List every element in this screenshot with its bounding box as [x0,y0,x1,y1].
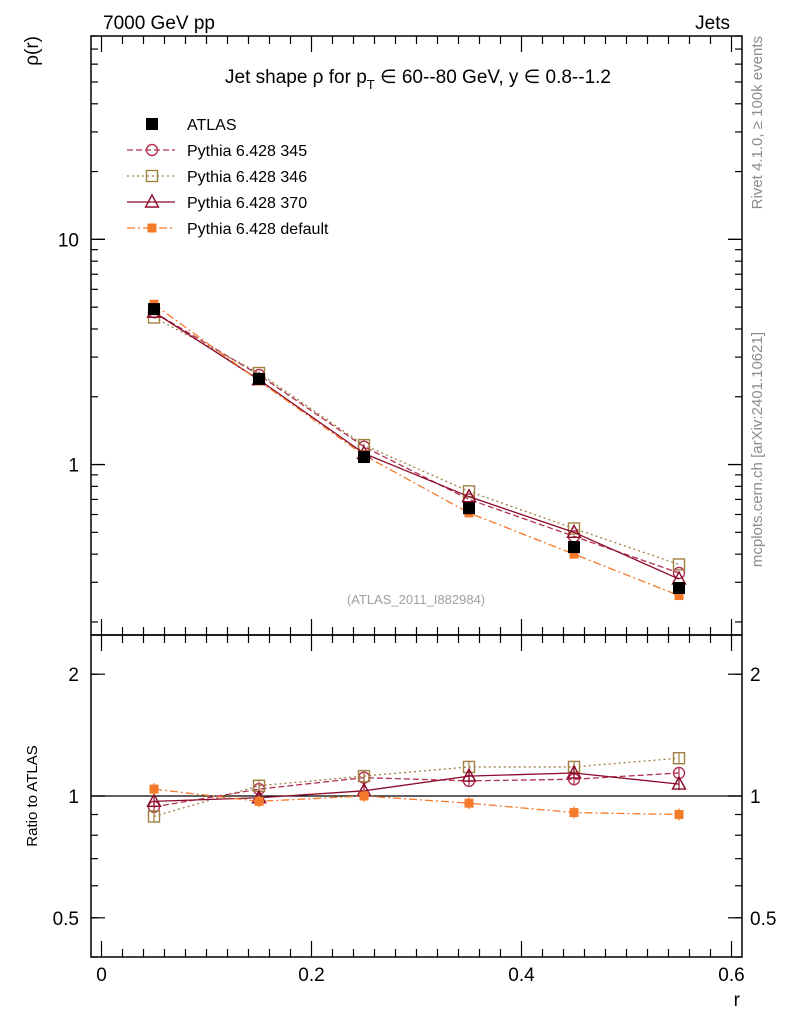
data-point-filled-square [463,502,475,515]
data-point-open-triangle [144,193,160,208]
data-point-open-triangle [146,792,162,808]
x-tick-label: 0.6 [718,965,744,986]
x-axis-label: r [734,990,741,1011]
data-point-open-triangle [461,488,477,503]
main-title-prefix: Jet shape ρ for p [225,67,367,88]
legend-item: Pythia 6.428 default [127,221,329,238]
data-point-filled-small-square [359,791,369,801]
data-point-open-square [672,558,686,571]
data-point-filled-small-square [569,549,579,559]
main-title-suffix: ∈ 60--80 GeV, y ∈ 0.8--1.2 [375,67,611,88]
y-tick-label: 1 [68,456,79,477]
data-point-filled-square [253,372,265,385]
legend: ATLAS Pythia 6.428 345 Pythia 6.428 346 Pyt… [127,117,329,238]
main-y-ticks: 1 10 [58,35,742,623]
legend-label: Pythia 6.428 345 [187,143,307,160]
header-energy-label: 7000 GeV pp [103,13,215,34]
legend-item: Pythia 6.428 345 [127,143,307,160]
x-tick-label: 0.2 [298,965,324,986]
series-line-pythia-6-428-345 [153,311,680,574]
legend-item: Pythia 6.428 346 [127,169,307,186]
series-line-pythia-6-428-346 [153,757,680,818]
data-point-open-triangle [566,764,582,779]
header-category-label: Jets [695,13,730,34]
ratio-y-axis-label: Ratio to ATLAS [24,745,41,846]
data-point-filled-small-square [569,808,579,818]
data-point-open-square [145,169,159,183]
data-point-open-triangle [566,523,582,539]
main-title: Jet shape ρ for pT ∈ 60--80 GeV, y ∈ 0.8… [225,67,611,92]
series-line-pythia-6-428-345 [153,772,680,808]
series-line-pythia-6-428-default [153,303,680,597]
y-tick-label-right: 1 [750,787,761,808]
mcplots-citation-label: mcplots.cern.ch [arXiv:2401.10621] [749,332,766,567]
data-point-open-circle [145,143,159,157]
y-tick-label: 2 [68,665,79,686]
data-point-open-square [357,769,371,783]
data-point-open-triangle [461,767,477,782]
data-point-filled-small-square [149,784,159,794]
series-line-pythia-6-428-370 [153,772,680,803]
data-point-filled-square [148,303,160,316]
ratio-y-ticks: 0.5 0.5 1 1 2 2 [53,665,776,958]
x-tick-label: 0.4 [508,965,535,986]
legend-label: Pythia 6.428 default [187,221,329,238]
data-point-filled-small-square [674,591,684,601]
x-tick-label: 0 [96,965,107,986]
y-tick-label: 10 [58,230,79,251]
y-tick-label-right: 2 [750,665,761,686]
series-line-pythia-6-428-346 [153,316,680,566]
data-point-open-triangle [671,775,687,790]
y-tick-label: 1 [68,787,79,808]
legend-label: Pythia 6.428 370 [187,195,307,212]
main-y-axis-label: ρ(r) [22,36,43,66]
data-point-open-square [672,752,686,765]
analysis-watermark: (ATLAS_2011_I882984) [347,592,485,607]
main-title-subscript: T [367,77,375,92]
legend-label: ATLAS [187,117,237,134]
series-line-pythia-6-428-370 [153,311,680,580]
y-tick-label: 0.5 [53,909,79,930]
data-point-filled-square [146,118,158,130]
series-line-pythia-6-428-default [153,788,680,816]
legend-label: Pythia 6.428 346 [187,169,307,186]
data-point-filled-small-square [464,798,474,808]
data-point-filled-small-square [674,810,684,820]
x-axis-ticks: 0 0.2 0.4 0.6 [91,36,745,986]
ratio-series-layer [146,752,687,823]
legend-item: Pythia 6.428 370 [127,193,307,212]
legend-item: ATLAS [146,117,237,134]
data-point-open-square [357,438,371,452]
data-point-open-square [147,810,161,823]
data-point-filled-square [568,541,580,554]
y-tick-label-right: 0.5 [750,909,776,930]
data-point-filled-square [673,581,685,594]
data-point-filled-small-square [254,796,264,806]
main-series-layer [146,299,687,601]
data-point-filled-small-square [147,223,157,233]
data-point-open-square [567,522,581,535]
data-point-filled-square [358,451,370,464]
rivet-version-label: Rivet 4.1.0, ≥ 100k events [749,36,766,209]
